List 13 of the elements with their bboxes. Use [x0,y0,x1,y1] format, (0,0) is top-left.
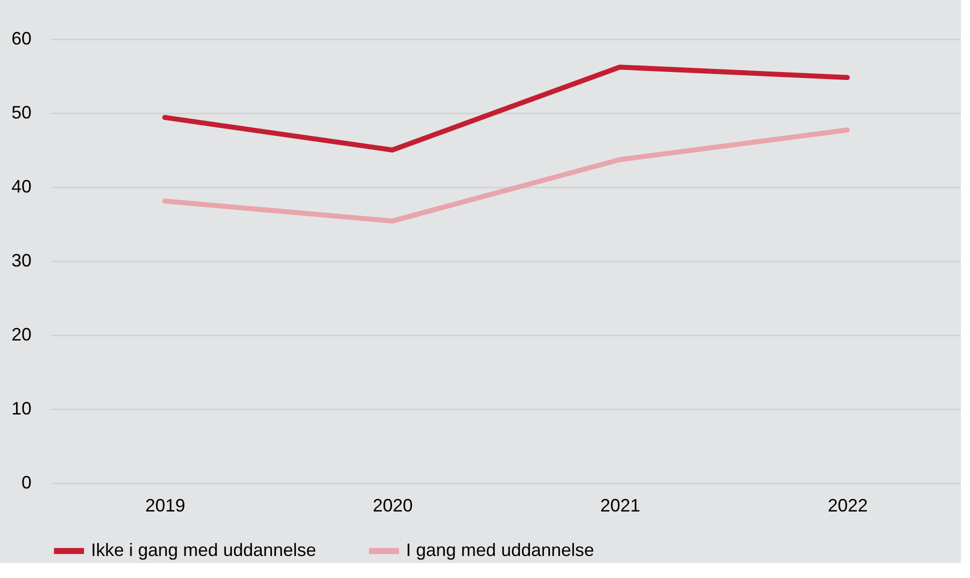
y-tick-label: 40 [11,176,32,196]
y-tick-label: 20 [11,324,32,344]
legend-label: Ikke i gang med uddannelse [91,540,316,560]
legend-label: I gang med uddannelse [406,540,594,560]
y-tick-label: 50 [11,102,32,122]
x-tick-label: 2021 [600,496,640,516]
x-tick-label: 2019 [145,496,186,516]
y-tick-label: 30 [11,250,32,270]
x-tick-label: 2020 [372,496,413,516]
x-tick-label: 2022 [828,496,868,516]
y-tick-label: 0 [21,472,32,492]
y-tick-label: 60 [11,28,32,48]
y-tick-label: 10 [11,398,32,418]
